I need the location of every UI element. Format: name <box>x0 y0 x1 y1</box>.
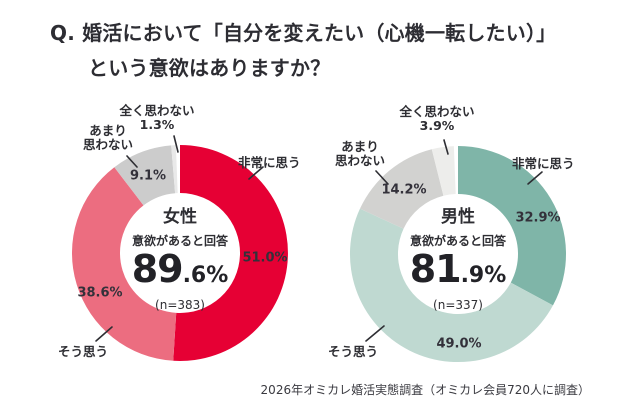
label-men-not-really: あまり 思わない <box>320 140 400 167</box>
donut-segment-men-1 <box>349 208 553 363</box>
center-men-subtitle: 意欲があると回答 <box>409 234 506 248</box>
center-women: 女性 意欲があると回答 89.6% (n=383) <box>100 207 260 311</box>
center-men-value-frac: .9% <box>460 263 507 288</box>
label-women-not-at-all-value: 1.3% <box>139 116 175 132</box>
center-women-group: 女性 <box>163 207 197 227</box>
value-women-somewhat: 38.6% <box>77 285 123 301</box>
center-men-value: 81.9% <box>378 250 538 295</box>
center-women-value-int: 89 <box>131 247 184 291</box>
center-men-n: (n=337) <box>433 298 483 312</box>
leader-line <box>365 325 385 342</box>
label-women-not-really-line1: あまり <box>89 123 127 138</box>
center-women-value-frac: .6% <box>182 263 229 288</box>
question-title-line1: Q. 婚活において「自分を変えたい（心機一転したい）」 <box>50 21 557 45</box>
question-title-line2: という意欲はありますか？ <box>88 56 331 80</box>
label-women-not-really-line2: 思わない <box>82 136 133 152</box>
label-men-not-really-line2: 思わない <box>334 152 385 168</box>
center-men-group: 男性 <box>441 207 475 227</box>
label-men-not-at-all: 全く思わない 3.9% <box>387 105 487 132</box>
label-men-very-much: 非常に思う <box>512 156 575 171</box>
value-men-somewhat: 49.0% <box>436 336 482 352</box>
label-men-not-at-all-text: 全く思わない <box>399 104 475 119</box>
donut-chart-women <box>71 145 288 361</box>
value-women-not-really: 9.1% <box>129 168 167 184</box>
leader-line <box>527 171 543 185</box>
label-women-not-at-all-text: 全く思わない <box>119 103 195 118</box>
label-men-not-really-line1: あまり <box>341 139 379 154</box>
center-men: 男性 意欲があると回答 81.9% (n=337) <box>378 207 538 311</box>
label-men-somewhat: そう思う <box>328 344 379 359</box>
value-men-not-really: 14.2% <box>381 182 427 198</box>
source-note: 2026年オミカレ婚活実態調査（オミカレ会員720人に調査） <box>260 383 590 397</box>
label-women-not-really: あまり 思わない <box>68 124 148 151</box>
center-men-value-int: 81 <box>409 247 462 291</box>
leader-line <box>375 170 389 185</box>
center-women-subtitle: 意欲があると回答 <box>131 234 228 248</box>
donut-segment-men-2 <box>359 149 444 229</box>
leader-line <box>443 139 449 155</box>
value-women-very-much: 51.0% <box>242 250 288 266</box>
leader-line <box>126 155 138 168</box>
donut-segment-women-0 <box>173 145 288 361</box>
donut-segment-women-2 <box>114 145 176 206</box>
donut-segment-men-3 <box>431 146 456 196</box>
value-men-very-much: 32.9% <box>515 210 561 226</box>
donut-segment-women-3 <box>171 145 178 194</box>
center-women-value: 89.6% <box>100 250 260 295</box>
center-women-n: (n=383) <box>155 298 205 312</box>
label-women-not-at-all: 全く思わない 1.3% <box>107 104 207 131</box>
donut-segment-women-1 <box>71 167 177 361</box>
leader-line <box>173 135 179 153</box>
label-women-somewhat: そう思う <box>58 344 109 359</box>
donut-segment-men-0 <box>458 146 567 306</box>
label-men-not-at-all-value: 3.9% <box>419 117 455 133</box>
leader-line <box>95 326 113 342</box>
leader-line <box>248 166 264 180</box>
label-women-very-much: 非常に思う <box>238 155 301 170</box>
donut-chart-men <box>349 146 567 363</box>
